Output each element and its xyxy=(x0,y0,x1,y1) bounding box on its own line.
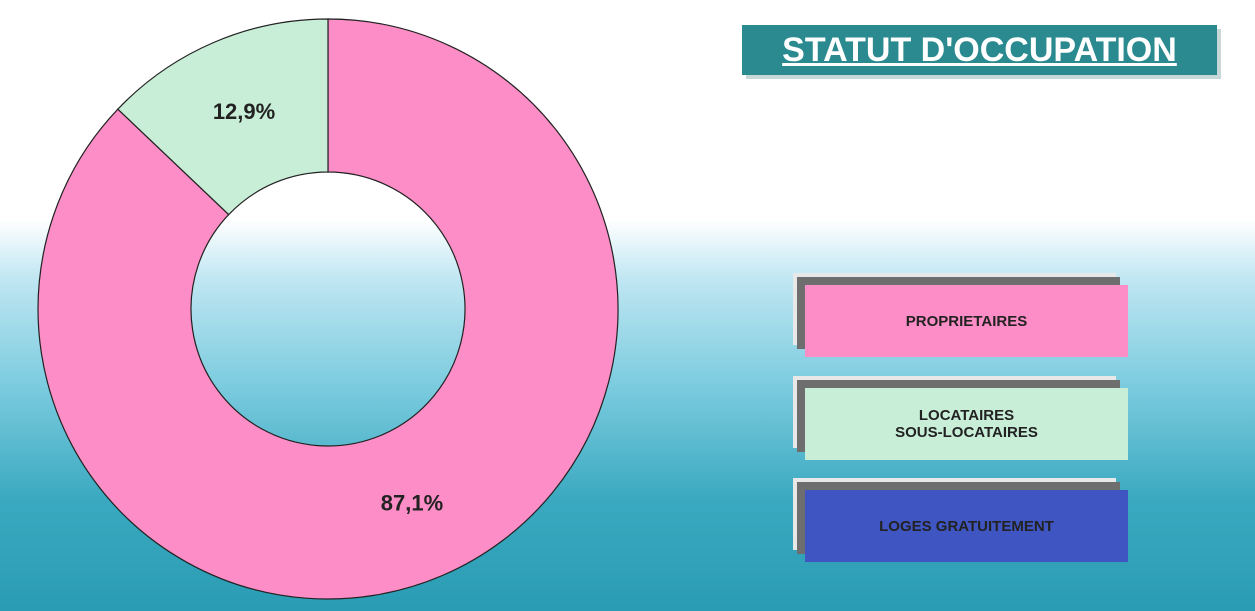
legend-entry: LOGES GRATUITEMENT xyxy=(805,490,1128,562)
donut-slice xyxy=(117,18,329,216)
chart-title: STATUT D'OCCUPATION xyxy=(742,25,1217,75)
legend-entry: LOCATAIRES SOUS-LOCATAIRES xyxy=(805,388,1128,460)
donut-slice xyxy=(37,18,619,600)
data-label: 12,9% xyxy=(213,99,275,124)
data-label: 87,1% xyxy=(381,491,443,516)
legend-entry: PROPRIETAIRES xyxy=(805,285,1128,357)
